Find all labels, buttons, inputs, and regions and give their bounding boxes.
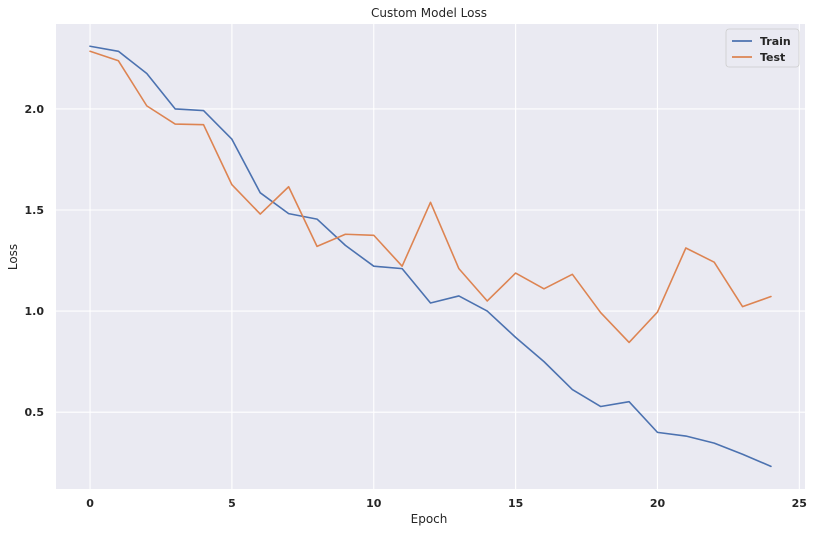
y-tick-label: 1.0 (25, 305, 45, 318)
series-layer (89, 45, 772, 468)
y-tick-label: 1.5 (25, 204, 45, 217)
x-tick-label: 0 (86, 497, 94, 510)
x-tick-label: 25 (792, 497, 807, 510)
series-line-test (89, 50, 772, 344)
y-tick-labels: 0.5 1.0 1.5 2.0 (25, 103, 45, 419)
chart-title: Custom Model Loss (371, 6, 487, 20)
x-axis-label: Epoch (411, 512, 448, 526)
y-tick-label: 2.0 (25, 103, 45, 116)
series-line-train (89, 45, 772, 468)
legend-label-test: Test (760, 51, 785, 64)
x-tick-label: 5 (228, 497, 236, 510)
y-axis-label: Loss (6, 244, 20, 270)
legend: Train Test (725, 28, 800, 68)
legend-label-train: Train (760, 35, 791, 48)
x-tick-label: 10 (366, 497, 382, 510)
grid (56, 24, 805, 489)
x-tick-label: 20 (650, 497, 666, 510)
x-tick-labels: 0 5 10 15 20 25 (86, 497, 807, 510)
plot-area (56, 24, 805, 489)
x-tick-label: 15 (508, 497, 523, 510)
y-tick-label: 0.5 (25, 406, 45, 419)
